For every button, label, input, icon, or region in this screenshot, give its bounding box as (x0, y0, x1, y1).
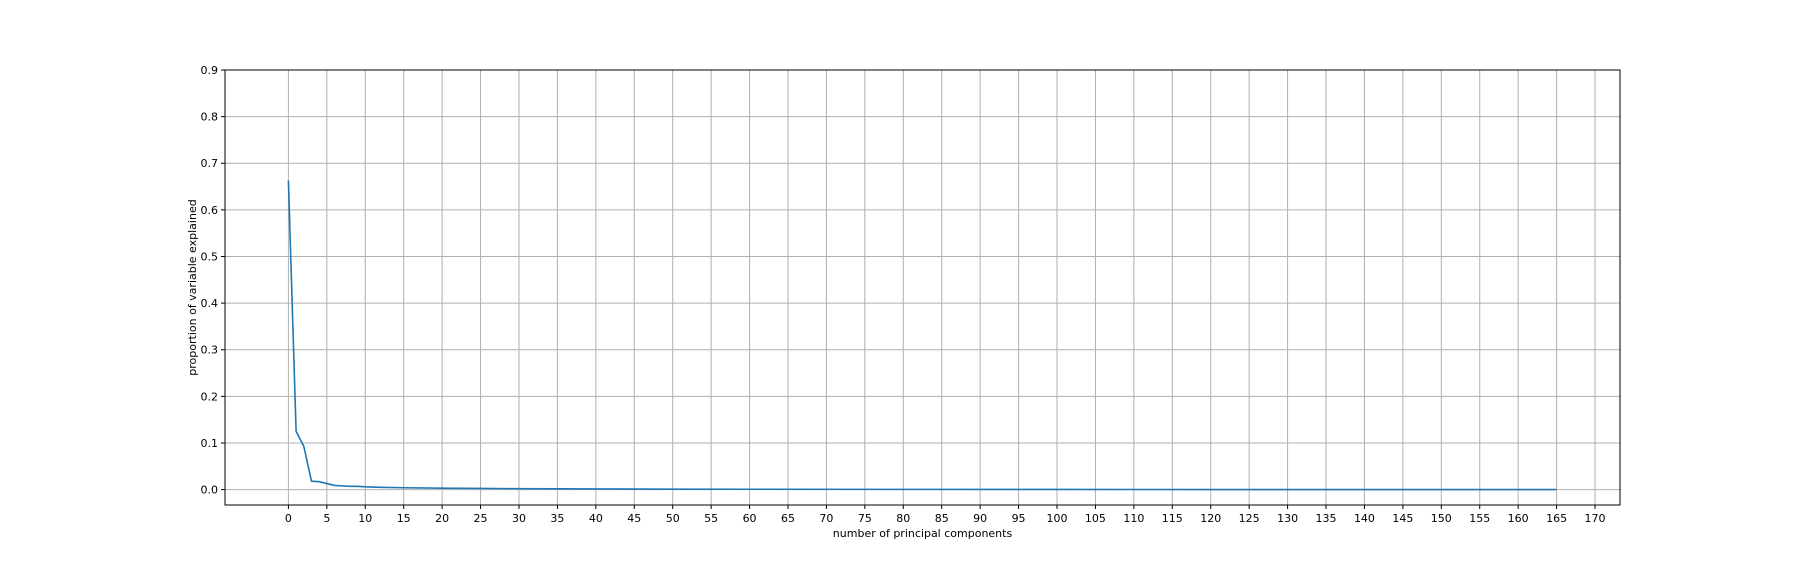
x-tick-label: 50 (666, 512, 680, 525)
x-tick-label: 85 (935, 512, 949, 525)
x-tick-label: 150 (1431, 512, 1452, 525)
x-tick-label: 5 (323, 512, 330, 525)
x-tick-label: 165 (1546, 512, 1567, 525)
x-tick-label: 35 (550, 512, 564, 525)
x-tick-label: 15 (397, 512, 411, 525)
gridlines (225, 69, 1620, 505)
series-line-0 (287, 180, 1557, 491)
y-tick-label: 0.4 (201, 297, 219, 310)
x-tick-label: 160 (1508, 512, 1529, 525)
y-tick-label: 0.9 (201, 64, 219, 77)
y-tick-label: 0.5 (201, 250, 219, 263)
y-tick-label: 0.2 (201, 390, 219, 403)
x-tick-label: 155 (1469, 512, 1490, 525)
x-tick-label: 75 (858, 512, 872, 525)
y-tick-label: 0.3 (201, 344, 219, 357)
x-tick-label: 125 (1239, 512, 1260, 525)
y-tick-label: 0.7 (201, 157, 219, 170)
x-tick-label: 105 (1085, 512, 1106, 525)
x-tick-label: 95 (1012, 512, 1026, 525)
y-axis-label: proportion of variable explained (186, 199, 199, 375)
x-tick-label: 80 (896, 512, 910, 525)
x-tick-label: 100 (1047, 512, 1068, 525)
x-tick-label: 90 (973, 512, 987, 525)
y-tick-label: 0.8 (201, 111, 219, 124)
x-tick-label: 70 (819, 512, 833, 525)
x-tick-label: 0 (285, 512, 292, 525)
x-tick-label: 140 (1354, 512, 1375, 525)
x-tick-label: 65 (781, 512, 795, 525)
series-group (287, 180, 1557, 491)
x-tick-label: 10 (358, 512, 372, 525)
x-tick-label: 110 (1123, 512, 1144, 525)
y-tick-label: 0.0 (201, 484, 219, 497)
x-tick-label: 135 (1316, 512, 1337, 525)
x-tick-label: 120 (1200, 512, 1221, 525)
x-tick-label: 60 (743, 512, 757, 525)
x-axis-ticks: 0 5 10 15 20 25 30 35 40 45 50 55 60 65 70 75 80 85 90 95 10… (285, 505, 1606, 525)
x-axis-label: number of principal components (833, 527, 1013, 540)
y-tick-label: 0.6 (201, 204, 219, 217)
x-tick-label: 45 (627, 512, 641, 525)
y-axis-ticks: 0.0 0.1 0.2 0.3 0.4 0.5 0.6 0.7 0.8 0.9 (201, 64, 225, 497)
x-tick-label: 170 (1585, 512, 1606, 525)
x-tick-label: 30 (512, 512, 526, 525)
x-tick-label: 115 (1162, 512, 1183, 525)
x-tick-label: 55 (704, 512, 718, 525)
x-tick-label: 130 (1277, 512, 1298, 525)
x-tick-label: 145 (1392, 512, 1413, 525)
x-tick-label: 20 (435, 512, 449, 525)
x-tick-label: 25 (474, 512, 488, 525)
x-tick-label: 40 (589, 512, 603, 525)
y-tick-label: 0.1 (201, 437, 219, 450)
plot-frame (224, 69, 1621, 506)
